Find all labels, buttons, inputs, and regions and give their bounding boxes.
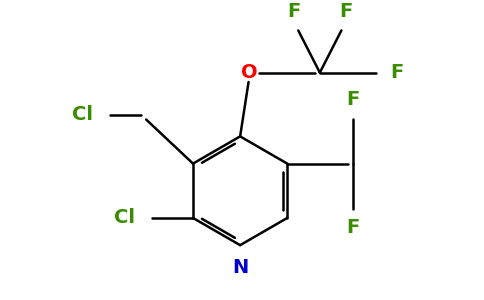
Text: F: F xyxy=(287,2,300,21)
Text: Cl: Cl xyxy=(114,208,135,227)
Text: F: F xyxy=(346,218,360,237)
Text: Cl: Cl xyxy=(72,105,93,124)
Text: F: F xyxy=(346,90,360,109)
Text: O: O xyxy=(241,63,258,82)
Text: F: F xyxy=(390,63,403,82)
Text: F: F xyxy=(339,2,353,21)
Text: N: N xyxy=(232,258,248,277)
